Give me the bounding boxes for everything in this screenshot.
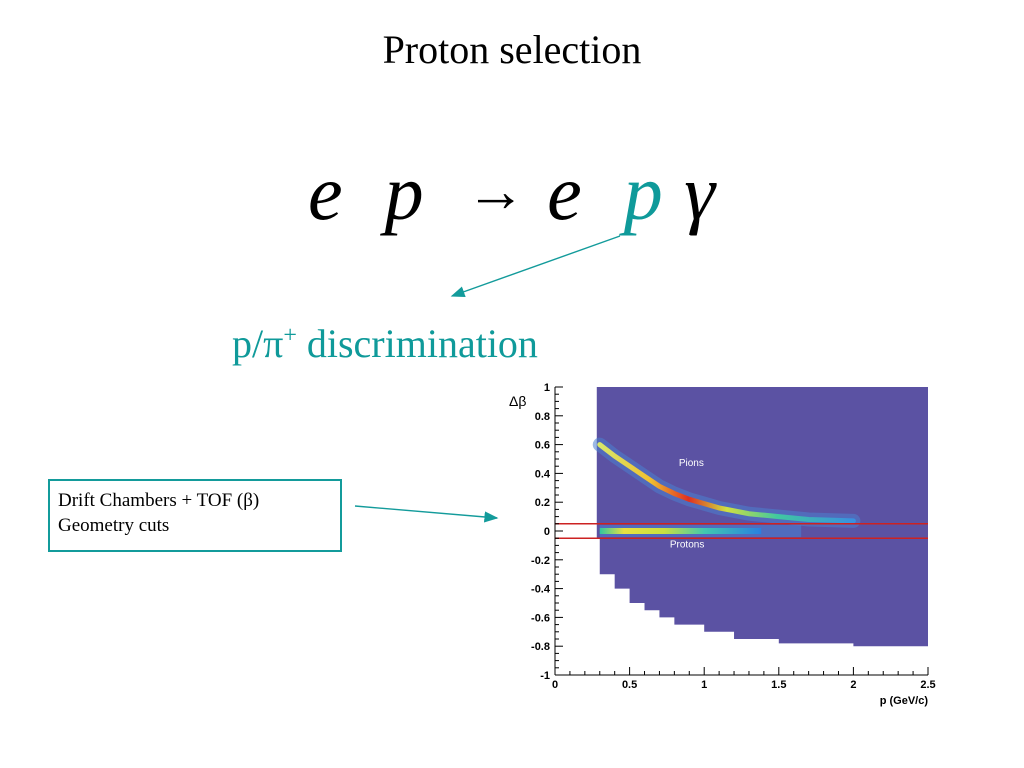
annotation-pions: Pions	[679, 458, 704, 469]
axis-tick-labels: 0 0.5 1 1.5 2 2.5 1 0.8 0.6 0.4 0.2 0 -0.2 -0.4 -0.6 -0…	[531, 382, 936, 691]
y-tick-label: -0.2	[531, 555, 550, 567]
y-tick-label: 0.2	[535, 497, 550, 509]
slide-title: Proton selection	[382, 27, 642, 72]
y-tick-label: 0.8	[535, 411, 550, 423]
x-tick-label: 0.5	[622, 679, 637, 691]
y-axis-label: Δβ	[509, 393, 526, 409]
y-tick-label: -1	[540, 670, 550, 682]
discrimination-prefix: p/π	[232, 321, 284, 366]
proton-symbol: p	[384, 149, 425, 236]
callout-line-2: Geometry cuts	[58, 515, 170, 536]
x-tick-label: 1	[701, 679, 707, 691]
electron-symbol-final: e	[547, 149, 583, 236]
callout-box: Drift Chambers + TOF (β) Geometry cuts	[48, 479, 342, 552]
photon-symbol: γ	[684, 149, 716, 236]
pointer-arrow-discrimination	[450, 235, 621, 298]
annotation-protons: Protons	[670, 540, 704, 551]
discrimination-suffix: discrimination	[296, 321, 538, 366]
x-tick-label: 2.5	[920, 679, 935, 691]
y-tick-label: 0	[544, 526, 550, 538]
x-tick-label: 0	[552, 679, 558, 691]
y-tick-label: -0.6	[531, 612, 550, 624]
proton-band	[599, 528, 762, 534]
pion-band	[597, 442, 856, 524]
axis-ticks	[554, 386, 929, 676]
x-axis-label: p (GeV/c)	[880, 695, 929, 707]
proton-symbol-final: p	[623, 149, 664, 236]
y-tick-label: -0.4	[531, 584, 551, 596]
pointer-arrow-callout	[354, 505, 499, 523]
x-tick-label: 1.5	[771, 679, 786, 691]
discrimination-superscript: +	[283, 322, 297, 349]
delta-beta-plot: 0 0.5 1 1.5 2 2.5 1 0.8 0.6 0.4 0.2 0 -0.2 -0.4 -0.6 -0…	[509, 382, 936, 707]
callout-line-1: Drift Chambers + TOF (β)	[58, 490, 260, 511]
discrimination-label: p/π+ discrimination	[232, 320, 538, 367]
y-tick-label: 0.4	[535, 468, 551, 480]
reaction-equation: e p → e p γ	[0, 148, 1024, 238]
y-tick-label: -0.8	[531, 641, 550, 653]
x-tick-label: 2	[850, 679, 856, 691]
y-tick-label: 0.6	[535, 440, 550, 452]
reaction-arrow: →	[465, 158, 527, 224]
electron-symbol: e	[308, 149, 344, 236]
y-tick-label: 1	[544, 382, 550, 394]
